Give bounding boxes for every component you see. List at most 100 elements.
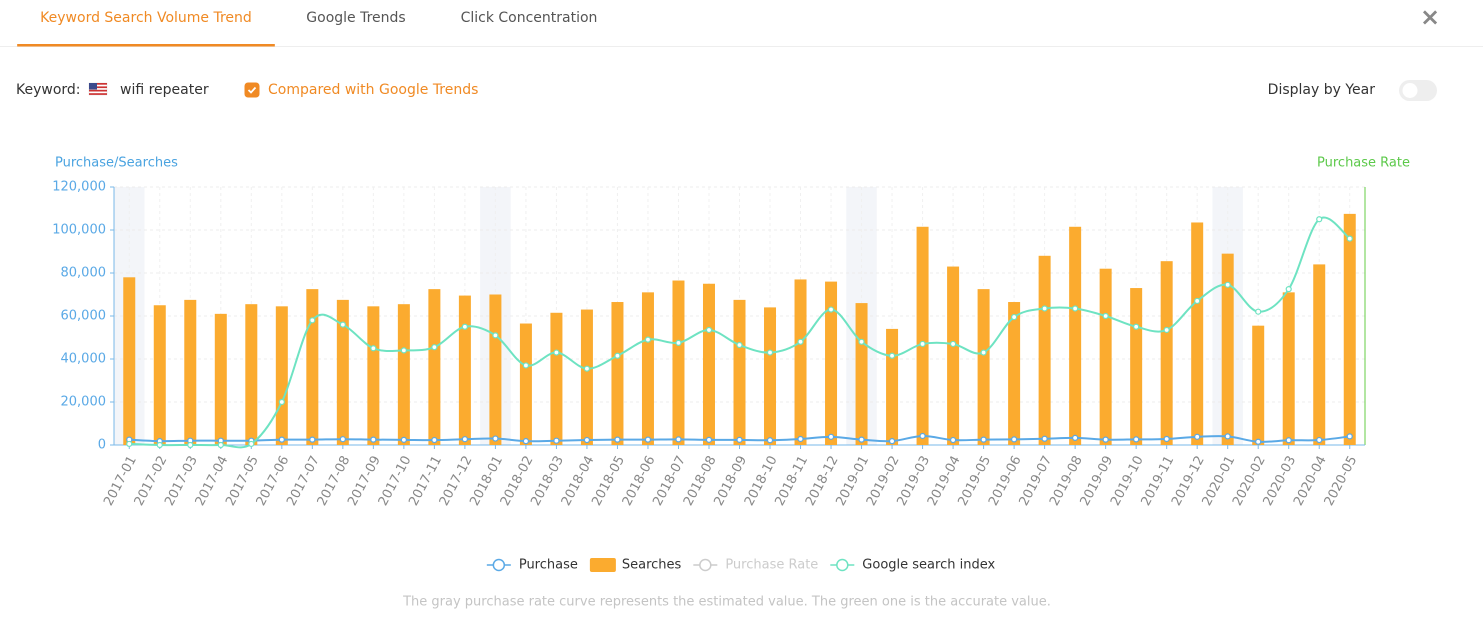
bar (947, 266, 960, 445)
line-point (461, 436, 468, 443)
legend-label: Searches (622, 558, 682, 573)
line-point (858, 436, 865, 443)
bar (1252, 325, 1265, 445)
line-point (522, 362, 530, 369)
bar (367, 306, 380, 445)
line-point (858, 338, 865, 345)
checkbox-box (244, 82, 260, 98)
line-point (553, 437, 560, 444)
tab[interactable]: Click Concentration (461, 10, 598, 26)
legend-swatch-dot (492, 558, 506, 572)
bar (916, 226, 929, 445)
bar (580, 309, 593, 445)
bar (977, 289, 990, 445)
line-point (1041, 435, 1048, 442)
y-tick-label: 0 (98, 438, 106, 453)
line-point (370, 436, 377, 443)
line-point (1102, 312, 1109, 320)
line-point (1255, 438, 1262, 445)
line-point (1041, 305, 1048, 312)
bar (1343, 213, 1356, 445)
line-point (1072, 434, 1079, 442)
line-point (797, 338, 804, 345)
line-point (248, 440, 255, 448)
line-point (309, 317, 316, 324)
bar (825, 281, 838, 445)
y-tick-label: 60,000 (61, 309, 107, 324)
legend-item[interactable]: Google search index (830, 558, 995, 573)
footnote: The gray purchase rate curve represents … (402, 595, 1051, 610)
line-point (1133, 323, 1140, 330)
bar (702, 283, 715, 445)
checkmark (247, 86, 257, 94)
y2-axis-title: Purchase Rate (1317, 156, 1410, 171)
display-by-year-label: Display by Year (1268, 82, 1376, 98)
bar (886, 328, 899, 445)
line-point (1224, 281, 1231, 288)
line-point (919, 432, 926, 440)
bar (397, 304, 410, 445)
bar (336, 299, 349, 445)
line-point (492, 332, 499, 339)
tab[interactable]: Keyword Search Volume Trend (40, 10, 252, 26)
line-point (980, 436, 987, 443)
bar (275, 306, 288, 445)
line-point (1102, 436, 1109, 443)
line-point (766, 437, 774, 444)
legend-item[interactable]: Searches (589, 558, 682, 573)
line-point (217, 441, 224, 449)
tab[interactable]: Google Trends (306, 10, 405, 26)
line-point (736, 436, 743, 443)
line-point (339, 321, 346, 328)
keyword-label: Keyword: (16, 82, 81, 98)
legend-item[interactable]: Purchase Rate (693, 558, 818, 573)
line-point (1346, 235, 1353, 242)
line-point (675, 436, 682, 443)
bar (519, 323, 532, 445)
tab-underline (17, 44, 275, 47)
line-point (339, 436, 346, 443)
line-point (400, 347, 407, 354)
display-by-year-toggle[interactable] (1399, 80, 1437, 101)
us-flag (88, 82, 108, 96)
plot-area: 020,00040,00060,00080,000100,000120,0002… (52, 180, 1366, 508)
line-point (1285, 286, 1292, 293)
line-point (583, 436, 591, 444)
close-button[interactable]: × (1420, 3, 1440, 31)
tab-bar: Keyword Search Volume Trend Google Trends… (17, 10, 597, 47)
line-point (614, 436, 621, 443)
line-point (431, 436, 438, 444)
line-point (1224, 433, 1231, 440)
bar (306, 289, 319, 445)
bar (1038, 255, 1051, 445)
y-tick-label: 120,000 (52, 180, 106, 195)
line-point (1316, 436, 1323, 444)
legend-item[interactable]: Purchase (486, 558, 578, 573)
line-point (1011, 313, 1018, 321)
line-point (1285, 437, 1292, 444)
line-point (522, 438, 530, 445)
line-point (888, 352, 896, 359)
bar (1160, 261, 1173, 445)
bar (1221, 253, 1234, 445)
bar (1130, 288, 1143, 445)
bar (1008, 302, 1021, 445)
line-point (400, 436, 407, 443)
y-tick-label: 20,000 (61, 395, 107, 410)
line-point (1011, 436, 1018, 443)
y-tick-label: 40,000 (61, 352, 107, 367)
legend-swatch-dot (836, 558, 849, 572)
compare-label[interactable]: Compared with Google Trends (268, 82, 478, 98)
line-point (797, 435, 804, 443)
line-point (431, 344, 438, 351)
line-point (705, 436, 713, 443)
bar (214, 313, 227, 445)
compare-checkbox[interactable] (244, 82, 260, 98)
bar (1191, 222, 1204, 445)
line-point (309, 436, 316, 443)
line-point (553, 349, 560, 356)
line-point (827, 306, 835, 313)
line-point (492, 435, 499, 442)
line-point (675, 339, 682, 346)
